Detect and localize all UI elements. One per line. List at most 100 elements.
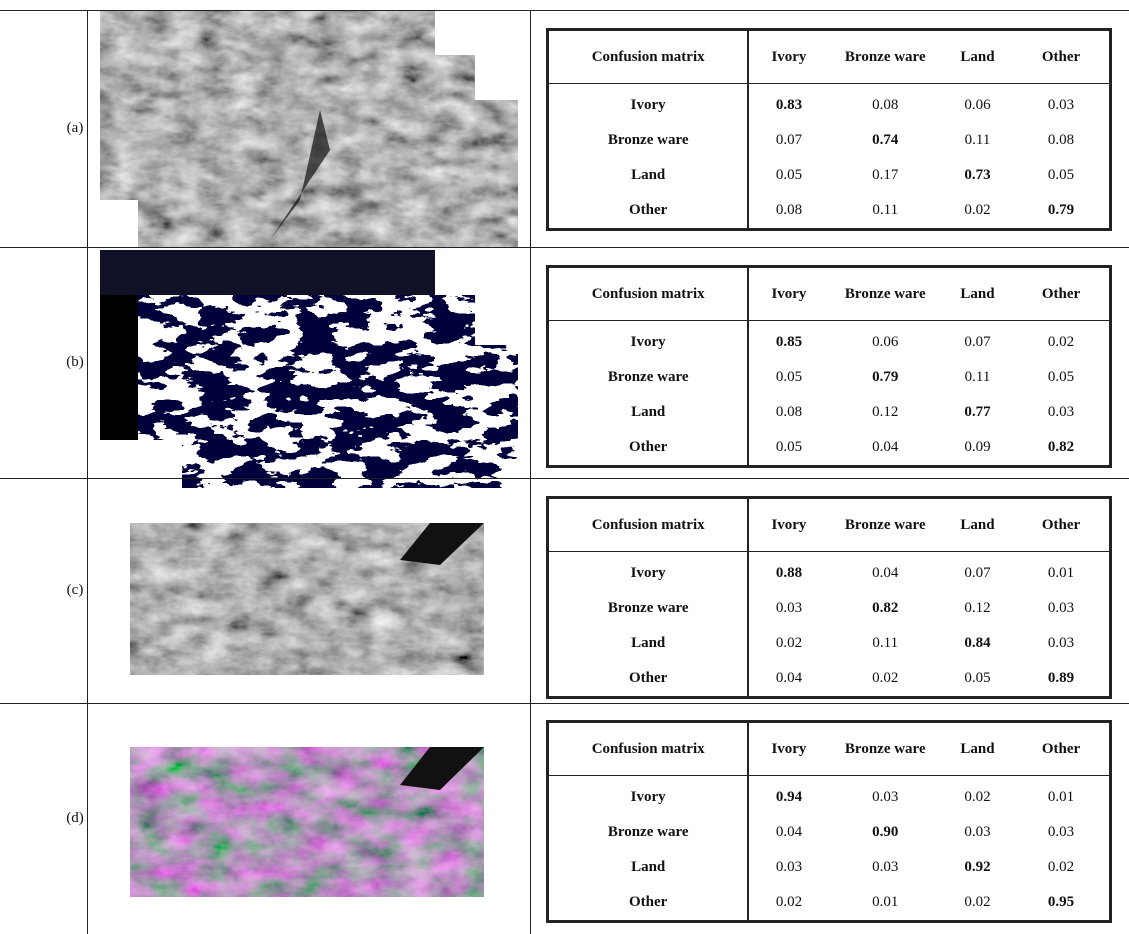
header-cell: Bronze ware — [829, 722, 942, 776]
row-header: Land — [548, 158, 749, 193]
cell: 0.11 — [829, 193, 942, 230]
cell: 0.05 — [748, 360, 828, 395]
cell: 0.82 — [1013, 430, 1110, 467]
cell: 0.03 — [1013, 84, 1110, 124]
header-cell: Confusion matrix — [548, 267, 749, 321]
header-cell: Ivory — [748, 498, 828, 552]
cell: 0.02 — [1013, 321, 1110, 361]
row-header: Bronze ware — [548, 591, 749, 626]
cell: 0.11 — [942, 123, 1013, 158]
row-header: Ivory — [548, 776, 749, 816]
cell: 0.04 — [748, 815, 828, 850]
header-cell: Other — [1013, 30, 1110, 84]
row-header: Other — [548, 430, 749, 467]
header-cell: Bronze ware — [829, 498, 942, 552]
rule — [0, 703, 1129, 704]
cell: 0.92 — [942, 850, 1013, 885]
cell: 0.06 — [942, 84, 1013, 124]
cell: 0.05 — [748, 430, 828, 467]
row-header: Land — [548, 626, 749, 661]
row-label: (d) — [60, 810, 90, 827]
row-header: Ivory — [548, 552, 749, 592]
header-cell: Bronze ware — [829, 267, 942, 321]
header-cell: Confusion matrix — [548, 30, 749, 84]
cell: 0.12 — [942, 591, 1013, 626]
cell: 0.07 — [942, 321, 1013, 361]
cell: 0.08 — [1013, 123, 1110, 158]
cell: 0.11 — [829, 626, 942, 661]
cell: 0.11 — [942, 360, 1013, 395]
cell: 0.05 — [1013, 158, 1110, 193]
cell: 0.79 — [1013, 193, 1110, 230]
cell: 0.02 — [942, 885, 1013, 922]
row-header: Ivory — [548, 84, 749, 124]
row-header: Ivory — [548, 321, 749, 361]
cell: 0.04 — [829, 430, 942, 467]
cell: 0.95 — [1013, 885, 1110, 922]
cell: 0.79 — [829, 360, 942, 395]
cell: 0.05 — [748, 158, 828, 193]
row-header: Land — [548, 850, 749, 885]
cell: 0.03 — [1013, 815, 1110, 850]
cell: 0.03 — [748, 850, 828, 885]
body-row: Other0.020.010.020.95 — [548, 885, 1111, 922]
header-cell: Ivory — [748, 722, 828, 776]
body-row: Other0.080.110.020.79 — [548, 193, 1111, 230]
row-header: Bronze ware — [548, 123, 749, 158]
cell: 0.83 — [748, 84, 828, 124]
cell: 0.82 — [829, 591, 942, 626]
cell: 0.85 — [748, 321, 828, 361]
cell: 0.12 — [829, 395, 942, 430]
cell: 0.88 — [748, 552, 828, 592]
row-label: (a) — [60, 120, 90, 137]
cell: 0.09 — [942, 430, 1013, 467]
cell: 0.03 — [748, 591, 828, 626]
cell: 0.07 — [748, 123, 828, 158]
cell: 0.03 — [1013, 626, 1110, 661]
row-label: (c) — [60, 582, 90, 599]
row-header: Other — [548, 885, 749, 922]
cell: 0.84 — [942, 626, 1013, 661]
rule — [0, 10, 1129, 11]
cell: 0.01 — [829, 885, 942, 922]
header-row: Confusion matrixIvoryBronze wareLandOthe… — [548, 498, 1111, 552]
cell: 0.02 — [748, 885, 828, 922]
confusion-matrix: Confusion matrixIvoryBronze wareLandOthe… — [546, 265, 1112, 468]
cell: 0.03 — [942, 815, 1013, 850]
header-row: Confusion matrixIvoryBronze wareLandOthe… — [548, 722, 1111, 776]
cell: 0.02 — [942, 776, 1013, 816]
cell: 0.02 — [748, 626, 828, 661]
rule — [530, 10, 531, 934]
page: (a)Confusion matrixIvoryBronze wareLandO… — [0, 0, 1129, 934]
row-header: Bronze ware — [548, 815, 749, 850]
cell: 0.94 — [748, 776, 828, 816]
cell: 0.05 — [942, 661, 1013, 698]
cell: 0.08 — [748, 193, 828, 230]
image-a — [100, 10, 518, 247]
header-cell: Other — [1013, 498, 1110, 552]
header-cell: Land — [942, 722, 1013, 776]
row-header: Other — [548, 661, 749, 698]
cell: 0.17 — [829, 158, 942, 193]
row-header: Bronze ware — [548, 360, 749, 395]
row-label: (b) — [60, 354, 90, 371]
cell: 0.08 — [748, 395, 828, 430]
cell: 0.02 — [1013, 850, 1110, 885]
header-cell: Ivory — [748, 267, 828, 321]
